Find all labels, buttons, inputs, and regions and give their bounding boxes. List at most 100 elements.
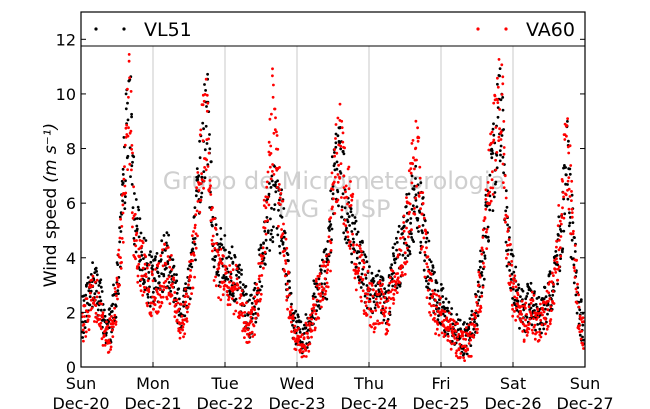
point-va60: [508, 283, 512, 286]
point-vl51: [476, 280, 480, 284]
point-va60: [198, 133, 202, 137]
point-vl51: [548, 294, 551, 297]
point-va60: [317, 292, 321, 296]
point-va60: [396, 272, 400, 275]
point-va60: [380, 290, 384, 294]
point-vl51: [392, 254, 396, 258]
point-va60: [126, 134, 130, 138]
point-va60: [570, 190, 573, 193]
point-va60: [579, 337, 583, 341]
point-vl51: [377, 288, 381, 292]
point-va60: [344, 184, 348, 188]
point-va60: [263, 250, 267, 254]
point-va60: [559, 246, 562, 250]
point-va60: [511, 314, 515, 318]
point-va60: [292, 317, 295, 320]
point-va60: [178, 322, 182, 326]
point-va60: [575, 290, 579, 294]
point-va60: [207, 189, 211, 193]
point-va60: [266, 180, 269, 184]
point-vl51: [171, 258, 175, 261]
point-vl51: [516, 299, 520, 303]
point-va60: [357, 269, 360, 273]
point-va60: [399, 236, 402, 240]
point-va60: [470, 317, 474, 321]
point-va60: [217, 266, 221, 270]
point-vl51: [268, 182, 271, 185]
point-va60: [248, 321, 252, 325]
point-va60: [326, 285, 330, 289]
point-va60: [133, 212, 137, 216]
point-va60: [494, 158, 497, 162]
point-va60: [288, 316, 292, 320]
point-va60: [154, 296, 157, 300]
point-vl51: [521, 289, 525, 293]
point-vl51: [250, 301, 254, 305]
point-va60: [272, 173, 276, 176]
point-vl51: [351, 237, 355, 241]
point-va60: [567, 151, 571, 155]
point-va60: [530, 290, 534, 294]
point-va60: [351, 243, 355, 247]
point-va60: [513, 274, 517, 278]
point-va60: [211, 234, 215, 238]
point-va60: [347, 244, 351, 248]
point-va60: [219, 298, 223, 302]
point-vl51: [146, 295, 150, 299]
point-va60: [299, 335, 303, 339]
point-va60: [168, 275, 171, 279]
point-va60: [244, 321, 248, 324]
point-vl51: [359, 286, 363, 289]
point-vl51: [301, 340, 304, 344]
point-vl51: [494, 180, 498, 184]
point-va60: [557, 265, 561, 269]
point-vl51: [272, 225, 275, 229]
point-vl51: [275, 226, 279, 230]
point-va60: [528, 322, 531, 325]
point-va60: [141, 241, 145, 245]
point-va60: [538, 330, 541, 334]
point-va60: [351, 232, 354, 236]
point-va60: [510, 263, 514, 267]
point-vl51: [257, 307, 260, 311]
point-va60: [396, 276, 400, 280]
point-vl51: [357, 250, 361, 254]
point-va60: [557, 238, 561, 242]
point-va60: [371, 294, 375, 298]
point-vl51: [244, 284, 248, 288]
point-va60: [191, 259, 195, 263]
point-va60: [359, 276, 363, 279]
point-va60: [492, 138, 496, 142]
point-va60: [327, 252, 331, 256]
point-va60: [475, 331, 479, 334]
point-va60: [442, 324, 446, 328]
point-vl51: [325, 297, 329, 301]
point-vl51: [89, 273, 93, 276]
point-vl51: [132, 237, 136, 240]
point-va60: [196, 171, 200, 174]
point-va60: [472, 335, 476, 339]
point-va60: [241, 329, 245, 333]
point-vl51: [160, 272, 164, 275]
point-va60: [354, 263, 358, 266]
point-vl51: [82, 331, 86, 334]
point-vl51: [214, 255, 218, 258]
point-vl51: [476, 290, 480, 293]
point-vl51: [561, 250, 564, 254]
point-va60: [206, 165, 210, 168]
point-vl51: [348, 224, 351, 227]
point-va60: [429, 313, 433, 317]
point-va60: [245, 301, 248, 305]
point-vl51: [188, 286, 192, 290]
point-va60: [510, 303, 514, 307]
point-va60: [304, 355, 308, 358]
point-vl51: [86, 276, 90, 279]
point-va60: [225, 271, 228, 274]
point-va60: [549, 318, 553, 321]
point-va60: [573, 244, 577, 247]
point-va60: [568, 144, 572, 148]
point-va60: [199, 198, 203, 202]
point-va60: [555, 260, 559, 264]
point-va60: [405, 260, 409, 264]
point-va60: [341, 131, 345, 135]
